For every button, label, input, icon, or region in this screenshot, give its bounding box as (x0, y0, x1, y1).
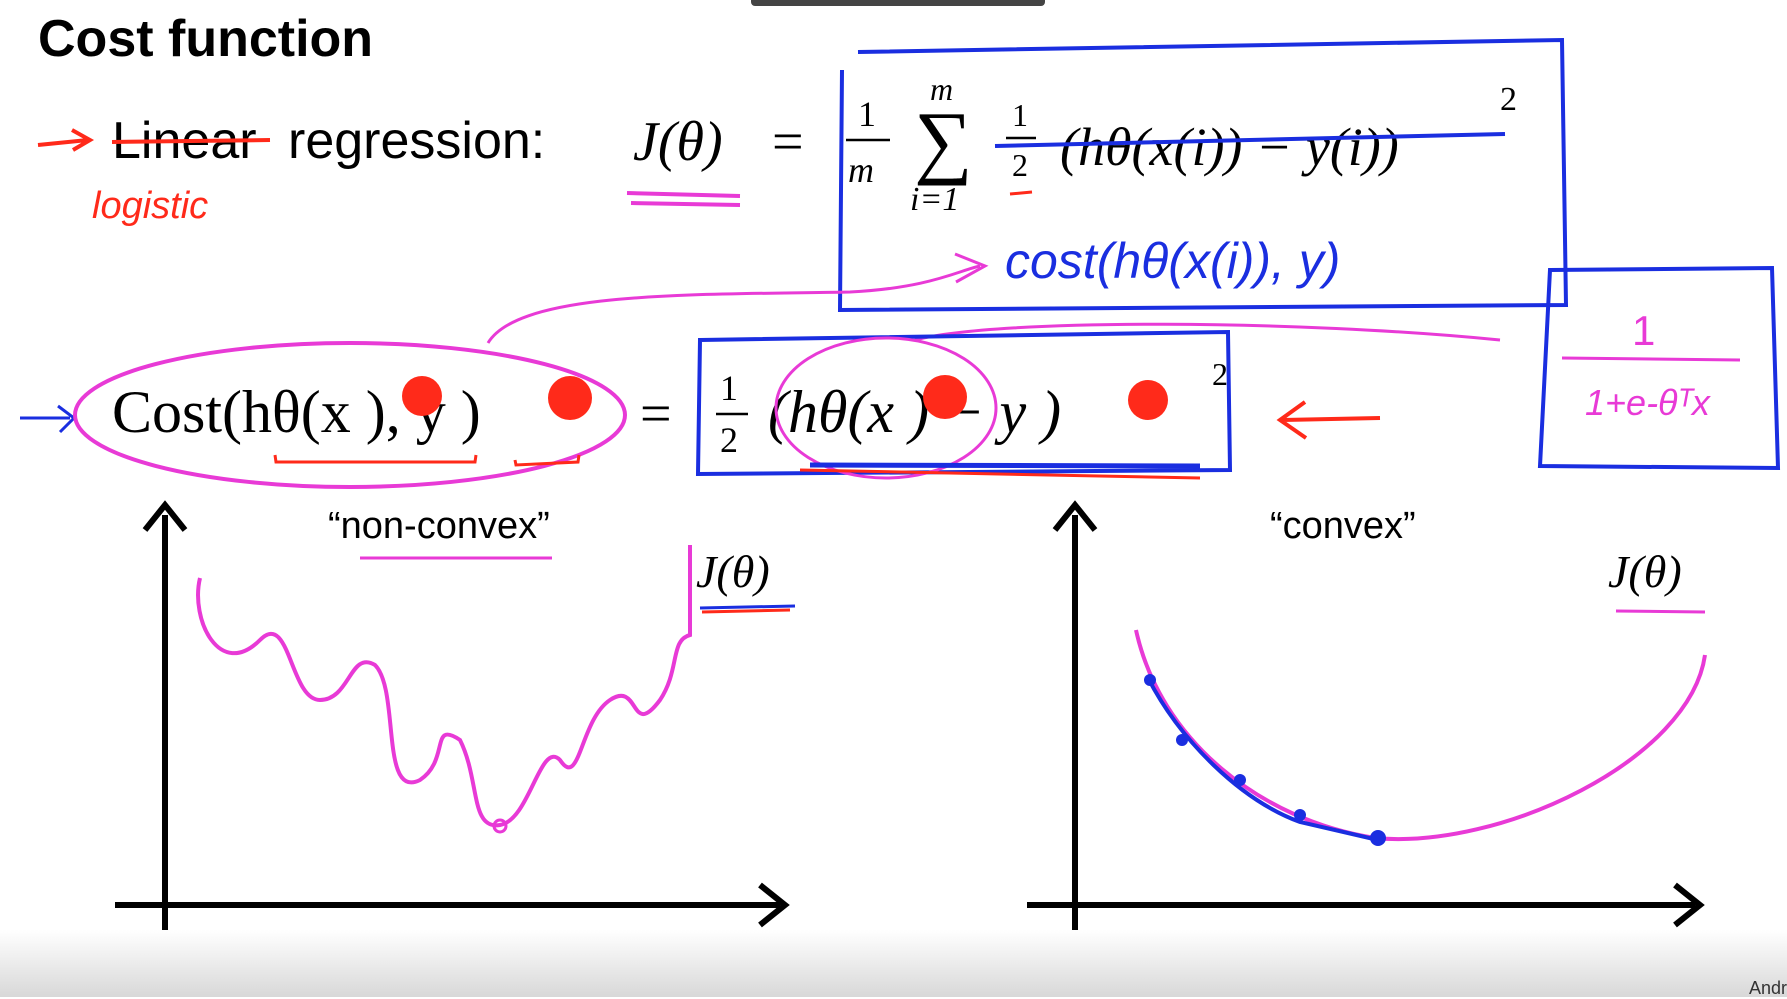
index-scribble (402, 376, 442, 416)
rhs-half-den: 2 (720, 420, 738, 460)
right-y-arrow (1052, 500, 1098, 532)
window-handle-bar (751, 0, 1045, 6)
right-j-label: J(θ) (1608, 546, 1682, 597)
regression-word: regression: (288, 112, 545, 170)
right-x-arrow (1673, 882, 1705, 928)
left-y-arrow (142, 500, 188, 532)
left-x-arrow (758, 882, 790, 928)
red-left-arrow-icon (1276, 400, 1381, 440)
nonconvex-label: “non-convex” (328, 505, 550, 547)
equals-top: = (772, 111, 804, 173)
cost-rhs: (hθ(x ) − y ) (768, 379, 1061, 445)
convex-curve (1134, 629, 1707, 842)
sum-top: m (930, 71, 953, 107)
convex-label: “convex” (1270, 505, 1416, 547)
blue-arrow-icon (20, 404, 77, 434)
sum-box (837, 37, 1569, 313)
index-scribble (923, 375, 967, 419)
red-arrow-icon (37, 128, 95, 152)
index-scribble (548, 376, 592, 420)
half-num: 1 (1012, 97, 1028, 133)
gradient-steps (1146, 677, 1379, 842)
cost-note: cost(hθ(x(i)), y) (1005, 233, 1340, 289)
author-credit: Andr (1748, 978, 1787, 998)
cost-rhs-box (695, 329, 1233, 477)
sigmoid-num: 1 (1632, 307, 1655, 354)
linear-strike (111, 138, 271, 144)
sigmoid-box (1537, 265, 1781, 471)
logistic-note: logistic (92, 185, 208, 227)
rhs-square: 2 (1212, 356, 1228, 392)
frac-m: m (848, 150, 874, 190)
link-arrow (486, 264, 981, 344)
nonconvex-curve (196, 545, 692, 828)
sigmoid-den: 1+e-θᵀx (1585, 382, 1712, 423)
cost-ellipse (73, 341, 627, 489)
term-strike (994, 132, 1506, 148)
slide-title: Cost function (38, 10, 373, 68)
j-theta-top: J(θ) (633, 111, 723, 173)
index-scribble (1128, 380, 1168, 420)
j-underline (626, 191, 741, 207)
linear-term: (hθ(x(i)) − y(i)) (1060, 117, 1399, 177)
left-j-label: J(θ) (696, 546, 770, 597)
square-top: 2 (1500, 81, 1517, 118)
half-den: 2 (1012, 147, 1028, 183)
cost-equals: = (640, 383, 672, 445)
sum-sign: ∑ (914, 95, 972, 186)
sum-bottom: i=1 (910, 181, 959, 218)
rhs-half-num: 1 (720, 368, 738, 408)
frac-one: 1 (858, 94, 876, 134)
bottom-shade (0, 930, 1787, 997)
h-ellipse (774, 336, 998, 480)
